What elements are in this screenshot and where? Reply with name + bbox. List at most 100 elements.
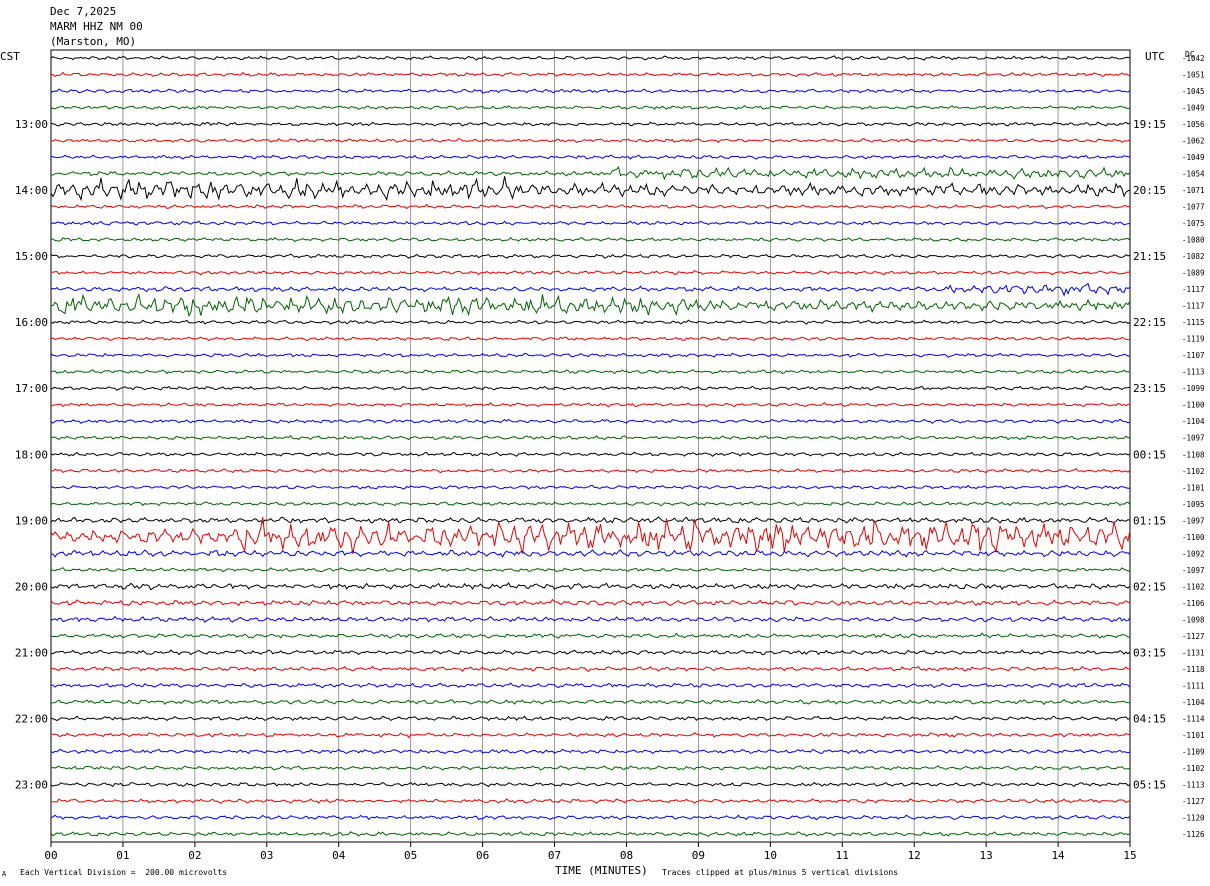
dc-offset-label: -1098 bbox=[1182, 615, 1205, 624]
x-tick-label: 08 bbox=[620, 849, 633, 862]
dc-offset-label: -1100 bbox=[1182, 401, 1205, 410]
x-tick-label: 00 bbox=[44, 849, 57, 862]
dc-offset-label: -1056 bbox=[1182, 120, 1205, 129]
dc-offset-label: -1115 bbox=[1182, 318, 1205, 327]
x-tick-label: 04 bbox=[332, 849, 346, 862]
left-timezone-label: CST bbox=[0, 50, 20, 63]
trace-line bbox=[50, 814, 1131, 821]
trace-line bbox=[50, 665, 1131, 672]
utc-hour-label: 03:15 bbox=[1133, 646, 1166, 659]
plot-frame bbox=[50, 49, 1131, 843]
dc-offset-label: -1109 bbox=[1182, 747, 1205, 756]
cst-hour-label: 16:00 bbox=[15, 316, 48, 329]
clip-note: Traces clipped at plus/minus 5 vertical … bbox=[662, 868, 899, 877]
trace-line bbox=[50, 517, 1131, 554]
dc-offset-label: -1101 bbox=[1182, 731, 1205, 740]
trace-line bbox=[50, 451, 1131, 457]
trace-line bbox=[50, 385, 1131, 391]
dc-offset-label: -1108 bbox=[1182, 450, 1205, 459]
dc-offset-label: -1104 bbox=[1182, 417, 1205, 426]
x-tick-label: 09 bbox=[692, 849, 705, 862]
trace-line bbox=[50, 104, 1131, 110]
x-axis-title: TIME (MINUTES) bbox=[555, 864, 648, 877]
scale-note: Each Vertical Division = 200.00 microvol… bbox=[20, 868, 228, 877]
trace-line bbox=[50, 682, 1131, 689]
dc-offset-label: -1118 bbox=[1182, 665, 1205, 674]
trace-line bbox=[50, 236, 1131, 243]
utc-hour-label: 01:15 bbox=[1133, 514, 1166, 527]
trace-line bbox=[50, 176, 1131, 202]
dc-offset-label: -1080 bbox=[1182, 236, 1205, 245]
trace-line bbox=[50, 567, 1131, 573]
trace-line bbox=[50, 698, 1131, 706]
x-tick-label: 02 bbox=[188, 849, 201, 862]
trace-line bbox=[50, 352, 1131, 358]
dc-offset-label: -1062 bbox=[1182, 137, 1205, 146]
trace-line bbox=[50, 292, 1131, 318]
cst-hour-label: 18:00 bbox=[15, 448, 48, 461]
dc-offset-label: -1097 bbox=[1182, 516, 1205, 525]
trace-line bbox=[50, 831, 1131, 837]
trace-line bbox=[50, 336, 1131, 342]
trace-line bbox=[50, 121, 1131, 127]
footer-mark: A bbox=[2, 870, 7, 878]
trace-line bbox=[50, 715, 1131, 722]
utc-hour-label: 22:15 bbox=[1133, 316, 1166, 329]
dc-offset-label: -1049 bbox=[1182, 153, 1205, 162]
right-timezone-label: UTC bbox=[1145, 50, 1165, 63]
x-tick-label: 15 bbox=[1123, 849, 1136, 862]
utc-hour-label: 05:15 bbox=[1133, 778, 1166, 791]
trace-line bbox=[50, 166, 1131, 181]
dc-offset-label: -1131 bbox=[1182, 648, 1205, 657]
dc-offset-label: -1075 bbox=[1182, 219, 1205, 228]
dc-offset-label: -1101 bbox=[1182, 483, 1205, 492]
dc-offset-label: -1114 bbox=[1182, 714, 1205, 723]
dc-offset-label: -1045 bbox=[1182, 87, 1205, 96]
dc-offset-label: -1107 bbox=[1182, 351, 1205, 360]
record-date: Dec 7,2025 bbox=[50, 5, 117, 18]
dc-offset-label: -1099 bbox=[1182, 384, 1205, 393]
utc-hour-label: 20:15 bbox=[1133, 184, 1166, 197]
dc-offset-label: -1071 bbox=[1182, 186, 1205, 195]
cst-hour-label: 13:00 bbox=[15, 118, 48, 131]
dc-offset-label: -1106 bbox=[1182, 599, 1205, 608]
dc-offset-label: -1097 bbox=[1182, 434, 1205, 443]
dc-offset-label: -1049 bbox=[1182, 104, 1205, 113]
cst-hour-label: 21:00 bbox=[15, 646, 48, 659]
cst-hour-label: 17:00 bbox=[15, 382, 48, 395]
x-tick-label: 12 bbox=[908, 849, 921, 862]
x-tick-label: 13 bbox=[980, 849, 993, 862]
trace-line bbox=[50, 282, 1131, 297]
trace-line bbox=[50, 434, 1131, 441]
trace-line bbox=[50, 88, 1131, 94]
cst-hour-label: 14:00 bbox=[15, 184, 48, 197]
trace-line bbox=[50, 253, 1131, 259]
dc-offset-label: -1095 bbox=[1182, 500, 1205, 509]
station-code: MARM HHZ NM 00 bbox=[50, 20, 143, 33]
x-tick-label: 14 bbox=[1051, 849, 1065, 862]
dc-offset-label: -1102 bbox=[1182, 467, 1205, 476]
dc-offset-label: -1127 bbox=[1182, 797, 1205, 806]
x-tick-label: 03 bbox=[260, 849, 273, 862]
trace-line bbox=[50, 649, 1131, 656]
dc-label: DC bbox=[1185, 50, 1195, 59]
trace-line bbox=[50, 71, 1131, 78]
utc-hour-label: 23:15 bbox=[1133, 382, 1166, 395]
trace-line bbox=[50, 154, 1131, 160]
cst-hour-label: 15:00 bbox=[15, 250, 48, 263]
x-tick-label: 06 bbox=[476, 849, 489, 862]
trace-line bbox=[50, 269, 1131, 276]
x-tick-label: 07 bbox=[548, 849, 561, 862]
trace-line bbox=[50, 401, 1131, 408]
trace-line bbox=[50, 598, 1131, 607]
trace-line bbox=[50, 220, 1131, 226]
x-tick-label: 01 bbox=[116, 849, 129, 862]
trace-line bbox=[50, 203, 1131, 210]
cst-hour-label: 19:00 bbox=[15, 514, 48, 527]
trace-line bbox=[50, 418, 1131, 425]
trace-line bbox=[50, 765, 1131, 771]
cst-hour-label: 22:00 bbox=[15, 712, 48, 725]
trace-line bbox=[50, 516, 1131, 525]
dc-offset-label: -1100 bbox=[1182, 533, 1205, 542]
